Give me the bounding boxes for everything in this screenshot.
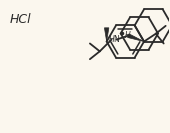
Text: H: H xyxy=(109,35,115,44)
Polygon shape xyxy=(104,28,109,41)
Text: H: H xyxy=(125,31,130,40)
Text: HCl: HCl xyxy=(9,13,31,26)
Polygon shape xyxy=(128,34,144,41)
Text: N: N xyxy=(114,35,119,44)
